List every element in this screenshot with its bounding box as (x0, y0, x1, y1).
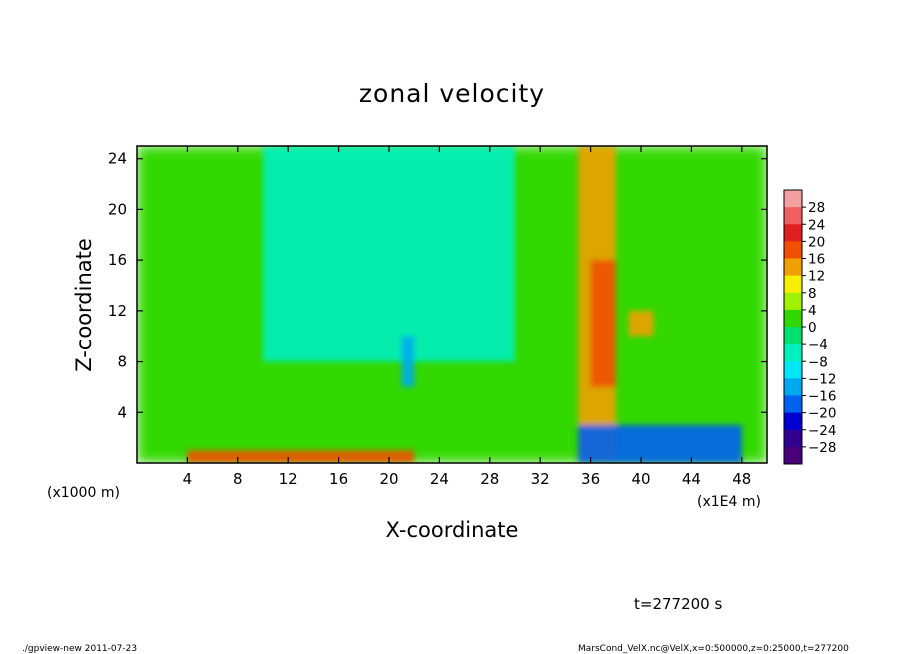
footer-right: MarsCond_VelX.nc@VelX,x=0:500000,z=0:250… (578, 644, 849, 654)
colorbar-swatch (784, 309, 802, 328)
x-axis: 4 8 12 16 20 24 28 32 36 40 44 48 (183, 146, 751, 488)
colorbar-swatch (784, 258, 802, 277)
colorbar-swatch (784, 207, 802, 225)
colorbar-label: −4 (808, 337, 828, 353)
field-region-negative-filament (401, 336, 415, 387)
y-tick-label: 12 (108, 302, 127, 320)
footer-left: ./gpview-new 2011-07-23 (22, 644, 137, 654)
colorbar-swatch (784, 378, 802, 396)
x-tick-label: 8 (233, 470, 243, 488)
colorbar-swatch (784, 344, 802, 362)
y-tick-label: 16 (108, 251, 127, 269)
x-tick-label: 16 (329, 470, 348, 488)
colorbar-swatch (784, 395, 802, 414)
colorbar-swatch (784, 190, 802, 208)
field-region-positive-core (628, 310, 654, 337)
x-axis-unit: (x1E4 m) (697, 494, 761, 510)
heatmap-field (137, 146, 767, 463)
x-tick-label: 44 (682, 470, 701, 488)
x-tick-label: 4 (183, 470, 193, 488)
x-tick-label: 28 (480, 470, 499, 488)
plot-frame (136, 145, 768, 464)
colorbar-swatch (784, 275, 802, 294)
colorbar-label: 8 (808, 286, 817, 302)
field-details (187, 146, 742, 463)
time-label: t=277200 s (634, 595, 722, 613)
colorbar-label: −12 (808, 371, 837, 387)
x-tick-label: 32 (531, 470, 550, 488)
x-tick-label: 48 (732, 470, 751, 488)
x-tick-label: 40 (631, 470, 650, 488)
y-axis-title: Z-coordinate (72, 238, 96, 372)
colorbar-swatch (784, 446, 802, 465)
colorbar-label: −20 (808, 406, 837, 422)
field-region-strong-positive-core (590, 260, 616, 387)
y-axis-unit: (x1000 m) (47, 485, 120, 501)
colorbar-label: −8 (808, 354, 828, 370)
chart-title: zonal velocity (359, 79, 545, 108)
x-tick-label: 12 (279, 470, 298, 488)
colorbar-label: −28 (808, 440, 837, 456)
colorbar-label: 20 (808, 234, 825, 250)
colorbar-label: 24 (808, 217, 825, 233)
x-tick-label: 36 (581, 470, 600, 488)
colorbar-label: 4 (808, 303, 817, 319)
colorbar-label: 28 (808, 200, 825, 216)
colorbar-label: 0 (808, 320, 817, 336)
field-region-strong-negative-near-surface (578, 424, 742, 463)
colorbar-label: 16 (808, 252, 825, 268)
colorbar-swatch (784, 241, 802, 259)
y-tick-label: 24 (108, 150, 127, 168)
field-region-weak-negative-upper-plume (263, 146, 515, 362)
x-tick-label: 24 (430, 470, 449, 488)
colorbar-swatch (784, 224, 802, 242)
colorbar-label: −24 (808, 423, 837, 439)
field-region-positive-near-surface (187, 450, 415, 463)
colorbar-swatch (784, 429, 802, 448)
colorbar-swatch (784, 327, 802, 345)
x-tick-label: 20 (379, 470, 398, 488)
y-tick-label: 20 (108, 200, 127, 218)
y-axis: 4 8 12 16 20 24 (108, 150, 767, 421)
y-tick-label: 4 (117, 403, 127, 421)
colorbar-label: −16 (808, 389, 837, 405)
colorbar-swatch (784, 361, 802, 379)
colorbar-label: 12 (808, 269, 825, 285)
y-tick-label: 8 (117, 353, 127, 371)
colorbar-swatch (784, 412, 802, 431)
x-axis-title: X-coordinate (386, 518, 519, 542)
colorbar-swatch (784, 292, 802, 311)
